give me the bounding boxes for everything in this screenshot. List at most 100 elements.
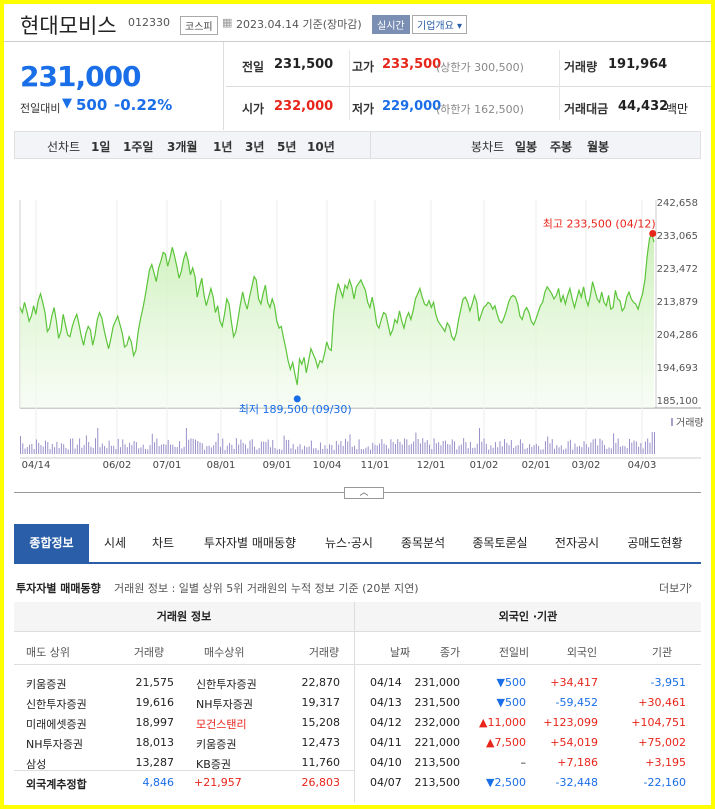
company-overview-button[interactable]: 기업개요 ▾ [412, 15, 467, 34]
foreign-date: 04/07 [370, 776, 402, 789]
max-label: 최고 233,500 (04/12) [543, 218, 656, 231]
collapse-chevron-icon[interactable]: ︿ [344, 487, 384, 499]
volume-bar [326, 448, 328, 454]
volume-bar [579, 445, 581, 454]
broker-buy-name: NH투자증권 [196, 698, 253, 711]
volume-bar [44, 440, 46, 454]
volume-bar [324, 445, 326, 454]
tab-disclosure[interactable]: 전자공시 [554, 536, 600, 550]
more-link[interactable]: 더보기 [659, 582, 690, 595]
volume-bar [181, 448, 183, 454]
volume-bar [538, 446, 540, 454]
tab-news[interactable]: 뉴스·공시 [325, 536, 373, 550]
volume-bar [654, 432, 655, 454]
tab-analysis[interactable]: 종목분석 [400, 536, 446, 550]
broker-sell-name: 미래에셋증권 [26, 718, 87, 731]
volume-bar [601, 440, 603, 454]
foreign-net: +54,019 [550, 736, 598, 749]
volume-bar [383, 443, 385, 454]
price-chart[interactable]: 242,658 233,065 223,472 213,879 204,286 194,6… [4, 162, 711, 482]
volume-bar [465, 442, 467, 454]
volume-bar [92, 447, 94, 454]
chevron-right-icon[interactable]: › [688, 579, 693, 592]
volume-bar [65, 447, 67, 454]
volume-bar [556, 445, 558, 454]
volume-bar [417, 439, 419, 454]
date-info: 2023.04.14 기준(장마감) [236, 18, 362, 31]
volume-bar [629, 438, 631, 454]
broker-buy-volume: 15,208 [301, 716, 341, 729]
volume-bar [26, 447, 28, 454]
tab-overview[interactable]: 종합정보 [14, 524, 89, 562]
volume-bar [197, 441, 199, 454]
foreign-change: ▼500 [496, 696, 526, 709]
volume-bar [38, 442, 40, 454]
realtime-button[interactable]: 실시간 [372, 15, 410, 34]
volume-bar [313, 448, 315, 454]
period-10y[interactable]: 10년 [307, 140, 335, 154]
volume-bar [397, 439, 399, 454]
volume-bar [499, 441, 501, 454]
volume-bar [415, 432, 417, 454]
open-value: 232,000 [274, 99, 334, 114]
volume-bar [249, 440, 251, 454]
volume-bar [231, 444, 233, 454]
volume-bar [113, 445, 115, 454]
volume-bar [56, 441, 58, 454]
volume-label: 거래량 [564, 60, 598, 74]
broker-sell-name: 키움증권 [26, 678, 67, 691]
candle-weekly[interactable]: 주봉 [550, 140, 573, 154]
volume-value: 191,964 [608, 57, 668, 72]
volume-bar [644, 441, 646, 454]
institution-net: -22,160 [643, 776, 686, 789]
volume-bar [422, 438, 424, 454]
foreign-change: ▼500 [496, 676, 526, 689]
stats-col-divider-2 [559, 50, 560, 120]
tab-discussion[interactable]: 종목토론실 [472, 536, 528, 550]
volume-bar [67, 449, 69, 454]
volume-bar [229, 442, 231, 454]
volume-bar [142, 444, 144, 454]
volume-bar [192, 438, 194, 454]
period-5y[interactable]: 5년 [277, 140, 297, 154]
volume-bar [531, 446, 533, 454]
period-3m[interactable]: 3개월 [167, 140, 198, 154]
amount-label: 거래대금 [564, 102, 609, 116]
volume-bar [294, 449, 296, 454]
volume-bar [360, 449, 362, 454]
period-1w[interactable]: 1주일 [123, 140, 154, 154]
volume-bar [213, 445, 215, 454]
tab-short-selling[interactable]: 공매도현황 [627, 536, 683, 550]
volume-bar [226, 445, 228, 454]
volume-bar [426, 440, 428, 454]
tab-quotes[interactable]: 시세 [103, 536, 127, 550]
volume-bar [35, 439, 37, 454]
volume-bar [138, 448, 140, 454]
candle-daily[interactable]: 일봉 [515, 140, 538, 154]
foreign-col-header: 전일비 [498, 646, 530, 659]
volume-bar [376, 445, 378, 454]
tab-chart[interactable]: 차트 [151, 536, 175, 550]
x-tick-label: 02/01 [522, 460, 551, 471]
volume-bar [574, 443, 576, 454]
prev-label: 전일 [242, 60, 265, 74]
volume-bar [444, 440, 446, 454]
stats-divider [226, 86, 711, 87]
tab-investor[interactable]: 투자자별 매매동향 [203, 536, 297, 550]
volume-bar [176, 447, 178, 454]
volume-bar [472, 447, 474, 454]
volume-bar [101, 443, 103, 454]
volume-bar [315, 448, 317, 454]
volume-bar [240, 439, 242, 454]
foreign-close: 221,000 [414, 736, 461, 749]
volume-bar [413, 441, 415, 454]
volume-bar [490, 445, 492, 454]
open-label: 시가 [242, 102, 265, 116]
volume-bar [219, 446, 221, 454]
period-1y[interactable]: 1년 [213, 140, 233, 154]
foreign-date: 04/11 [370, 736, 402, 749]
period-3y[interactable]: 3년 [245, 140, 265, 154]
period-1d[interactable]: 1일 [91, 140, 111, 154]
candle-monthly[interactable]: 월봉 [587, 140, 610, 154]
volume-bar [501, 446, 503, 454]
